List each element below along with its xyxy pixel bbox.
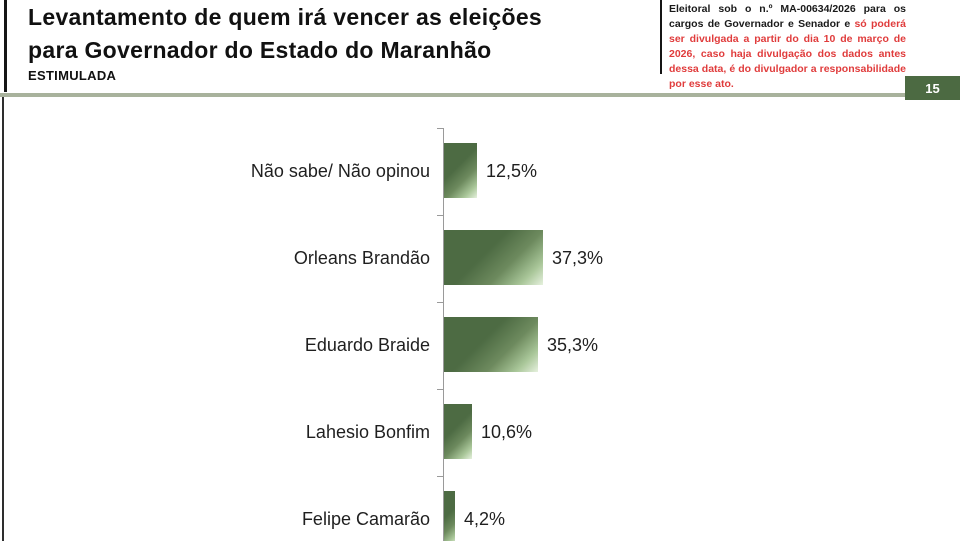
axis-tick	[437, 215, 443, 216]
page-subtitle: ESTIMULADA	[28, 68, 117, 83]
page-number: 15	[925, 80, 940, 96]
axis-tick	[437, 302, 443, 303]
axis-tick	[437, 128, 443, 129]
value-label: 10,6%	[481, 422, 533, 442]
page-number-badge: 15	[905, 76, 960, 100]
header-separator-line	[0, 93, 960, 97]
category-label: Eduardo Braide	[304, 335, 430, 355]
value-label: 37,3%	[552, 248, 604, 268]
category-label: Lahesio Bonfim	[305, 422, 430, 442]
bar	[444, 404, 472, 459]
chart-axis-line	[443, 128, 444, 541]
bar	[444, 491, 455, 541]
category-label: Não sabe/ Não opinou	[250, 161, 430, 181]
legal-disclaimer: Eleitoral sob o n.º MA-00634/2026 para o…	[669, 2, 906, 92]
axis-tick	[437, 476, 443, 477]
disclaimer-red-text: só poderá ser divulgada a partir do dia …	[669, 18, 906, 90]
bar	[444, 230, 543, 285]
value-label: 35,3%	[547, 335, 599, 355]
axis-tick	[437, 389, 443, 390]
bar	[444, 317, 538, 372]
page-title-line1: Levantamento de quem irá vencer as eleiç…	[28, 4, 543, 30]
category-label: Felipe Camarão	[301, 509, 430, 529]
disclaimer-black-text: Eleitoral sob o n.º MA-00634/2026 para o…	[669, 3, 906, 30]
value-label: 12,5%	[486, 161, 538, 181]
bar	[444, 143, 477, 198]
page-title-line2: para Governador do Estado do Maranhão	[28, 37, 492, 63]
title-box: Levantamento de quem irá vencer as eleiç…	[4, 0, 656, 92]
chart-left-border	[2, 97, 4, 541]
value-label: 4,2%	[464, 509, 506, 529]
title-disclaimer-divider	[660, 0, 662, 74]
category-label: Orleans Brandão	[293, 248, 430, 268]
